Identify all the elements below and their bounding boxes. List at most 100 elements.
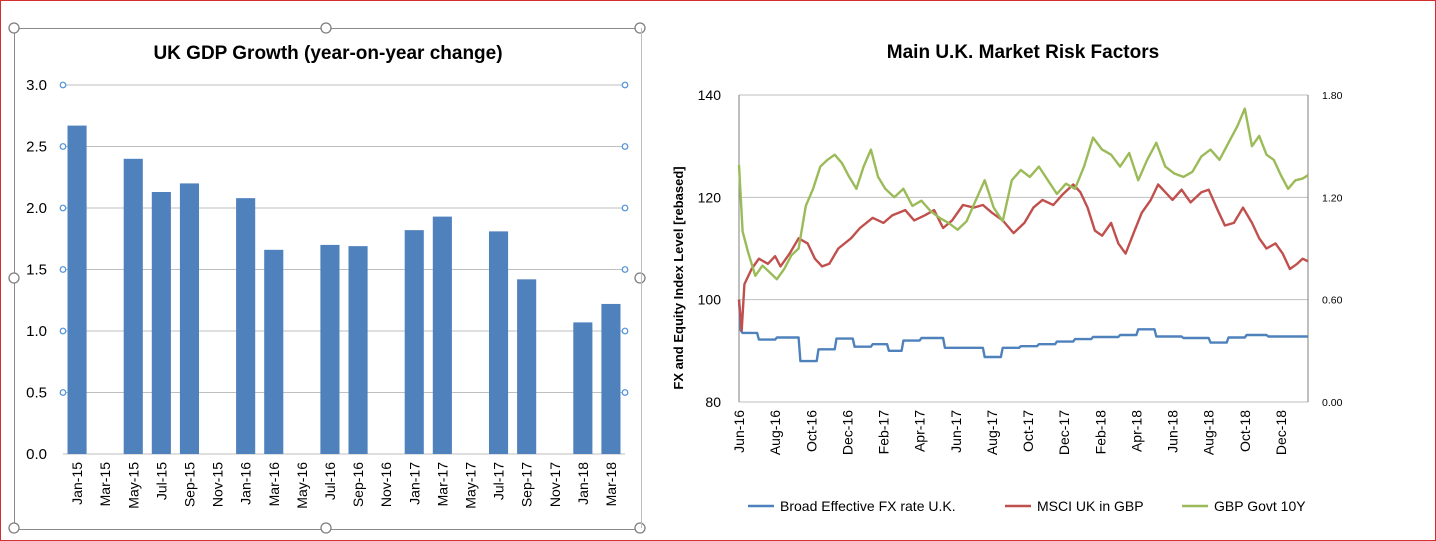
x-tick-label: Mar-15 [97,462,113,507]
selection-handles[interactable] [0,0,660,541]
bar-jan-17 [404,230,424,454]
market-risk-chart[interactable]: Main U.K. Market Risk Factors FX and Equ… [641,28,1422,528]
plot-handle-left [59,143,67,150]
x-tick-label: May-17 [462,462,478,509]
y-tick-label: 1.0 [26,323,47,340]
bar-sep-17 [517,279,537,454]
market-chart-title: Main U.K. Market Risk Factors [887,42,1159,63]
x-tick-label: Jun-17 [948,410,964,453]
plot-handle-left [59,204,67,212]
x-tick-label: Dec-17 [1056,410,1072,455]
x-tick-label: Aug-17 [984,410,1000,455]
plot-handle-left [59,81,67,89]
bar-jan-18 [573,322,593,454]
y-tick-label: 140 [698,87,722,103]
x-tick-label: Sep-16 [350,462,366,507]
plot-handle-right [621,143,629,150]
bar-jan-15 [67,125,87,454]
bar-sep-15 [179,183,200,454]
x-tick-label: Jan-17 [406,462,422,505]
resize-handle-top[interactable] [320,22,332,34]
plot-handle-left [59,327,67,335]
y-tick-label: 3.0 [26,77,47,94]
bar-mar-18 [601,303,621,454]
plot-handle-right [621,81,629,89]
x-tick-label: Mar-17 [434,462,450,507]
x-tick-label: May-16 [294,462,310,509]
market-series [737,107,1309,363]
bar-jul-15 [151,192,171,454]
resize-handle-bottom-right[interactable] [634,522,646,534]
plot-handle-right [621,266,629,273]
x-tick-label: Aug-18 [1201,410,1217,455]
x-tick-label: Dec-18 [1273,410,1289,455]
legend-label: Broad Effective FX rate U.K. [780,498,956,514]
plot-handle-right [621,327,629,335]
y2-tick-label: 1.80 [1322,90,1343,102]
x-tick-label: Oct-18 [1237,410,1253,452]
y2-tick-label: 0.60 [1322,295,1343,307]
x-tick-label: Nov-16 [378,462,394,507]
market-y-axis-title: FX and Equity Index Level [rebased] [671,166,686,389]
y-tick-label: 120 [698,189,722,205]
plot-handle-left [59,266,67,273]
x-tick-label: Feb-17 [876,410,892,455]
bar-mar-17 [432,216,452,454]
resize-handle-bottom-left[interactable] [8,522,20,534]
plot-area-handles[interactable] [59,81,629,396]
y-tick-label: 0.0 [26,446,47,463]
resize-handle-right[interactable] [634,272,646,284]
x-tick-label: Sep-17 [519,462,535,507]
y-tick-label: 100 [698,292,722,308]
x-tick-label: Jun-16 [731,410,747,453]
y-tick-label: 2.0 [26,200,47,217]
y-tick-label: 80 [705,394,721,410]
gdp-chart-canvas: UK GDP Growth (year-on-year change) 0.00… [26,43,629,509]
x-tick-label: Mar-18 [603,462,619,507]
x-tick-label: Dec-16 [839,410,855,455]
y-tick-label: 1.5 [26,262,47,279]
y-tick-label: 0.5 [26,385,47,402]
gdp-chart-title: UK GDP Growth (year-on-year change) [153,43,502,64]
x-tick-label: Jul-17 [491,462,507,500]
resize-handle-top-left[interactable] [8,22,20,34]
y2-tick-label: 0.00 [1322,397,1343,409]
x-tick-label: Jul-15 [153,462,169,500]
plot-handle-right [621,204,629,212]
legend-label: MSCI UK in GBP [1037,498,1144,514]
series-line-msci-uk-in-gbp [737,183,1309,332]
market-y-axis-left: 80 100 120 140 [698,87,722,410]
x-tick-label: Oct-16 [803,410,819,452]
gdp-bars [67,125,621,455]
gdp-y-axis: 0.0 0.5 1.0 1.5 2.0 2.5 3.0 [26,77,47,463]
gdp-x-axis: Jan-15 Mar-15 May-15 Jul-15 Sep-15 Nov-15 Jan-… [69,462,619,509]
x-tick-label: Mar-16 [266,462,282,507]
x-tick-label: Feb-18 [1092,410,1108,455]
bar-jul-16 [320,244,340,454]
resize-handle-top-right[interactable] [634,22,646,34]
bar-may-15 [123,158,143,455]
x-tick-label: Jul-16 [322,462,338,500]
gdp-growth-chart[interactable]: UK GDP Growth (year-on-year change) 0.0 0… [14,28,642,530]
x-tick-label: Aug-16 [767,410,783,455]
bar-jul-17 [488,231,509,454]
legend-label: GBP Govt 10Y [1214,498,1306,514]
x-tick-label: Jan-18 [575,462,591,505]
x-tick-label: Jun-18 [1165,410,1181,453]
x-tick-label: May-15 [125,462,141,509]
x-tick-label: Nov-17 [547,462,563,507]
series-line-broad-effective-fx-rate-u-k- [737,299,1308,363]
resize-handle-left[interactable] [8,272,20,284]
series-line-gbp-govt-10y [737,107,1309,281]
y-tick-label: 2.5 [26,139,47,156]
market-chart-canvas: Main U.K. Market Risk Factors FX and Equ… [671,42,1343,514]
resize-handle-bottom[interactable] [320,522,332,534]
x-tick-label: Apr-17 [912,410,928,452]
x-tick-label: Nov-15 [210,462,226,507]
y2-tick-label: 1.20 [1322,192,1343,204]
bar-sep-16 [348,246,368,454]
x-tick-label: Jan-15 [69,462,85,505]
plot-handle-left [59,389,67,396]
market-x-axis: Jun-16 Aug-16 Oct-16 Dec-16 Feb-17 Apr-17 Jun-… [731,410,1289,455]
bar-jan-16 [236,198,256,454]
